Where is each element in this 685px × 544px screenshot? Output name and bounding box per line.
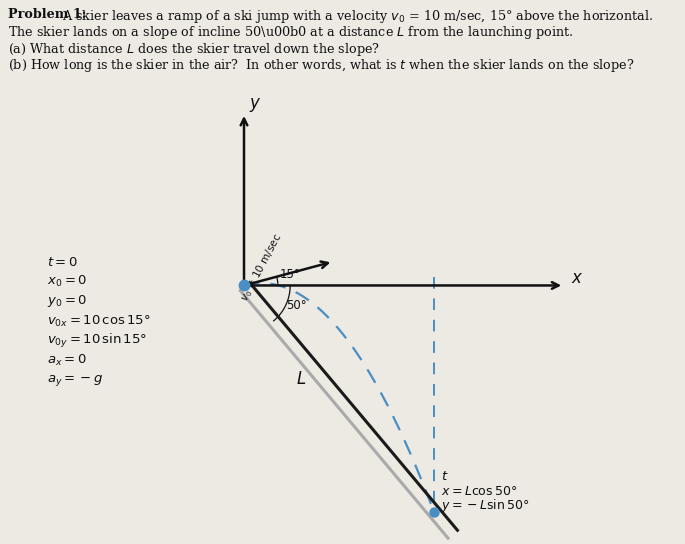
Text: $x_0 = 0$: $x_0 = 0$: [47, 274, 87, 289]
Text: 15°: 15°: [279, 268, 301, 281]
Text: $x = L\cos50°$: $x = L\cos50°$: [441, 485, 517, 498]
Text: (b) How long is the skier in the air?  In other words, what is $t$ when the skie: (b) How long is the skier in the air? In…: [8, 57, 635, 74]
Text: $v_{0y} = 10\,\sin15°$: $v_{0y} = 10\,\sin15°$: [47, 332, 147, 350]
Text: $a_y = -g$: $a_y = -g$: [47, 373, 103, 388]
Text: Problem 1:: Problem 1:: [8, 8, 86, 21]
Text: $x$: $x$: [571, 269, 584, 287]
Text: $L$: $L$: [296, 370, 306, 388]
Text: $t$: $t$: [441, 470, 449, 483]
Text: $y_0 = 0$: $y_0 = 0$: [47, 293, 87, 310]
Text: 50°: 50°: [286, 299, 306, 312]
Text: The skier lands on a slope of incline 50\u00b0 at a distance $L$ from the launch: The skier lands on a slope of incline 50…: [8, 24, 574, 41]
Text: $t = 0$: $t = 0$: [47, 256, 78, 269]
Text: $a_x = 0$: $a_x = 0$: [47, 353, 87, 368]
Text: $y = -L\sin50°$: $y = -L\sin50°$: [441, 497, 530, 514]
Text: A skier leaves a ramp of a ski jump with a velocity $v_0$ = 10 m/sec, 15° above : A skier leaves a ramp of a ski jump with…: [58, 8, 653, 25]
Text: (a) What distance $L$ does the skier travel down the slope?: (a) What distance $L$ does the skier tra…: [8, 41, 380, 58]
Text: $v_{0x} = 10\,\cos15°$: $v_{0x} = 10\,\cos15°$: [47, 313, 151, 329]
Text: $v_0$ = 10 m/sec: $v_0$ = 10 m/sec: [238, 231, 286, 304]
Text: $y$: $y$: [249, 96, 262, 114]
